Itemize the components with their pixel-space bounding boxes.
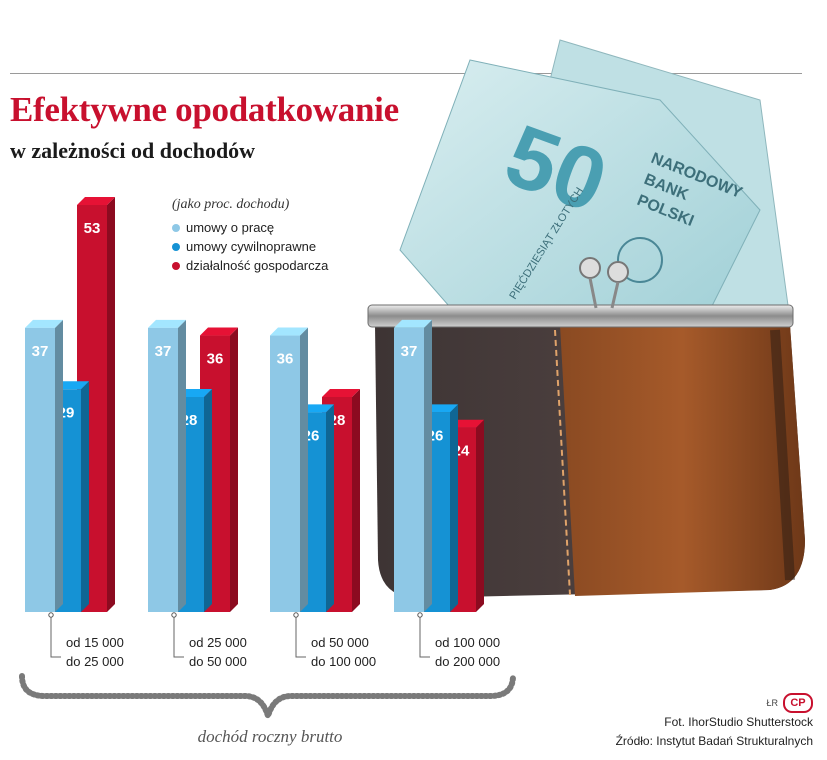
tick-line xyxy=(295,617,306,658)
tick-line xyxy=(50,617,61,658)
author-initials: ŁR xyxy=(766,697,778,708)
tick-marker xyxy=(417,612,423,618)
legend-item-dzialalnosc-gospodarcza: działalność gospodarcza xyxy=(172,256,328,275)
bar-side xyxy=(55,319,63,612)
tick-marker xyxy=(293,612,299,618)
legend-item-umowy-o-prace: umowy o pracę xyxy=(172,218,328,237)
bar-side xyxy=(450,404,458,612)
legend-label: umowy o pracę xyxy=(186,220,275,235)
bar xyxy=(394,327,424,612)
legend: umowy o pracę umowy cywilnoprawne działa… xyxy=(172,218,328,275)
bar-top xyxy=(148,319,186,328)
data-label: 36 xyxy=(277,351,294,368)
x-tick-label: do 100 000 xyxy=(311,654,376,669)
bar-top xyxy=(200,327,238,336)
bar xyxy=(148,327,178,612)
data-label: 37 xyxy=(32,343,49,360)
legend-label: umowy cywilnoprawne xyxy=(186,239,317,254)
x-tick-label: od 25 000 xyxy=(189,635,247,650)
bar-top xyxy=(394,319,432,328)
bar xyxy=(25,327,55,612)
bar-top xyxy=(25,319,63,328)
bar-side xyxy=(81,381,89,612)
data-label: 37 xyxy=(155,343,172,360)
bar-top xyxy=(270,327,308,336)
bar-side xyxy=(424,319,432,612)
bar-top xyxy=(322,388,360,397)
tick-marker xyxy=(171,612,177,618)
x-axis-brace xyxy=(19,673,516,727)
cp-logo: CP xyxy=(783,693,813,713)
x-tick-label: do 25 000 xyxy=(66,654,124,669)
x-tick-label: od 100 000 xyxy=(435,635,500,650)
bar-side xyxy=(107,197,115,612)
credits-logo-row: ŁR CP xyxy=(616,693,813,713)
x-tick-label: od 15 000 xyxy=(66,635,124,650)
unit-note: (jako proc. dochodu) xyxy=(172,197,290,212)
legend-label: działalność gospodarcza xyxy=(186,258,329,273)
legend-swatch xyxy=(172,223,180,232)
chart-title: Efektywne opodatkowanie xyxy=(10,90,399,129)
bar xyxy=(270,335,300,612)
legend-swatch xyxy=(172,242,180,251)
data-label: 53 xyxy=(84,220,101,237)
tick-marker xyxy=(48,612,54,618)
source-credit: Źródło: Instytut Badań Strukturalnych xyxy=(615,734,813,748)
legend-item-umowy-cywilnoprawne: umowy cywilnoprawne xyxy=(172,237,328,256)
x-axis-label: dochód roczny brutto xyxy=(197,727,343,746)
bar-side xyxy=(230,327,238,612)
x-tick-label: do 200 000 xyxy=(435,654,500,669)
bar-side xyxy=(326,404,334,612)
credits: ŁR CP Fot. IhorStudio Shutterstock Źródł… xyxy=(616,693,813,751)
data-label: 36 xyxy=(207,351,224,368)
bar-side xyxy=(300,327,308,612)
bar-top xyxy=(77,197,115,205)
bar-side xyxy=(204,388,212,612)
photo-credit: Fot. IhorStudio Shutterstock xyxy=(664,715,813,729)
bar-side xyxy=(178,319,186,612)
bar-side xyxy=(352,388,360,612)
data-label: 37 xyxy=(401,343,418,360)
tick-line xyxy=(173,617,184,658)
bar-side xyxy=(476,419,484,612)
legend-swatch xyxy=(172,261,180,270)
chart-subtitle: w zależności od dochodów xyxy=(10,138,256,163)
x-tick-label: od 50 000 xyxy=(311,635,369,650)
tick-line xyxy=(419,617,430,658)
x-tick-label: do 50 000 xyxy=(189,654,247,669)
